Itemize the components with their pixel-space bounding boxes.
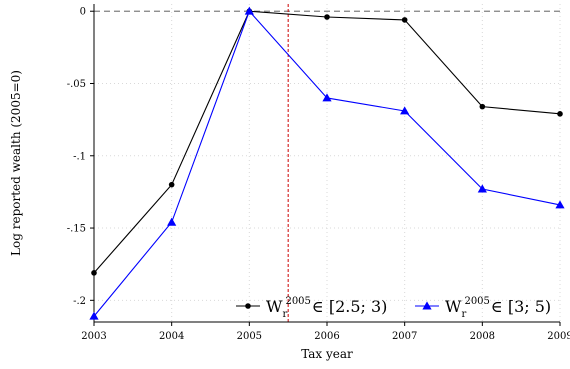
data-point [555, 200, 565, 209]
data-point [89, 311, 99, 320]
legend-label-subscript: r [461, 309, 466, 320]
data-point [479, 103, 486, 110]
y-tick-label: -.15 [67, 224, 86, 235]
axes: 0 -.05 -.1 -.15 -.2 2003 2004 2005 2006 2007 2008 2… [67, 4, 570, 342]
data-point [401, 17, 408, 23]
data-point [91, 270, 97, 276]
y-tick-label: -.05 [67, 79, 86, 90]
legend-label-range: ∈ [2.5; 3) [312, 297, 388, 316]
data-point [324, 14, 330, 20]
legend-label-superscript: 2005 [464, 296, 489, 307]
x-tick-label: 2004 [159, 331, 184, 342]
grid [93, 4, 561, 322]
data-point [167, 217, 177, 226]
x-tick-label: 2008 [470, 331, 495, 342]
y-tick-label: 0 [80, 7, 86, 18]
data-point [322, 93, 332, 102]
legend-label: W [445, 297, 462, 316]
data-point [477, 184, 487, 193]
legend-marker [422, 301, 432, 310]
data-point [168, 181, 175, 188]
series [89, 6, 565, 320]
legend-label-subscript: r [282, 309, 287, 320]
data-point [400, 106, 410, 115]
x-tick-label: 2003 [81, 331, 106, 342]
x-axis-title: Tax year [301, 347, 353, 361]
data-point [557, 111, 563, 117]
series-2 [89, 6, 565, 320]
x-tick-label: 2005 [237, 331, 262, 342]
series-line [93, 10, 561, 274]
y-tick-label: -.1 [73, 151, 86, 162]
legend-label: W [266, 297, 283, 316]
y-tick-label: -.2 [73, 296, 86, 307]
x-tick-label: 2009 [547, 331, 570, 342]
y-axis-title: Log reported wealth (2005=0) [9, 70, 23, 256]
legend-label-superscript: 2005 [285, 296, 310, 307]
data-point [244, 6, 254, 15]
reference-lines [94, 4, 560, 322]
x-tick-label: 2007 [392, 331, 417, 342]
legend-marker [245, 303, 251, 309]
x-tick-label: 2006 [314, 331, 339, 342]
legend-label-range: ∈ [3; 5) [491, 297, 551, 316]
